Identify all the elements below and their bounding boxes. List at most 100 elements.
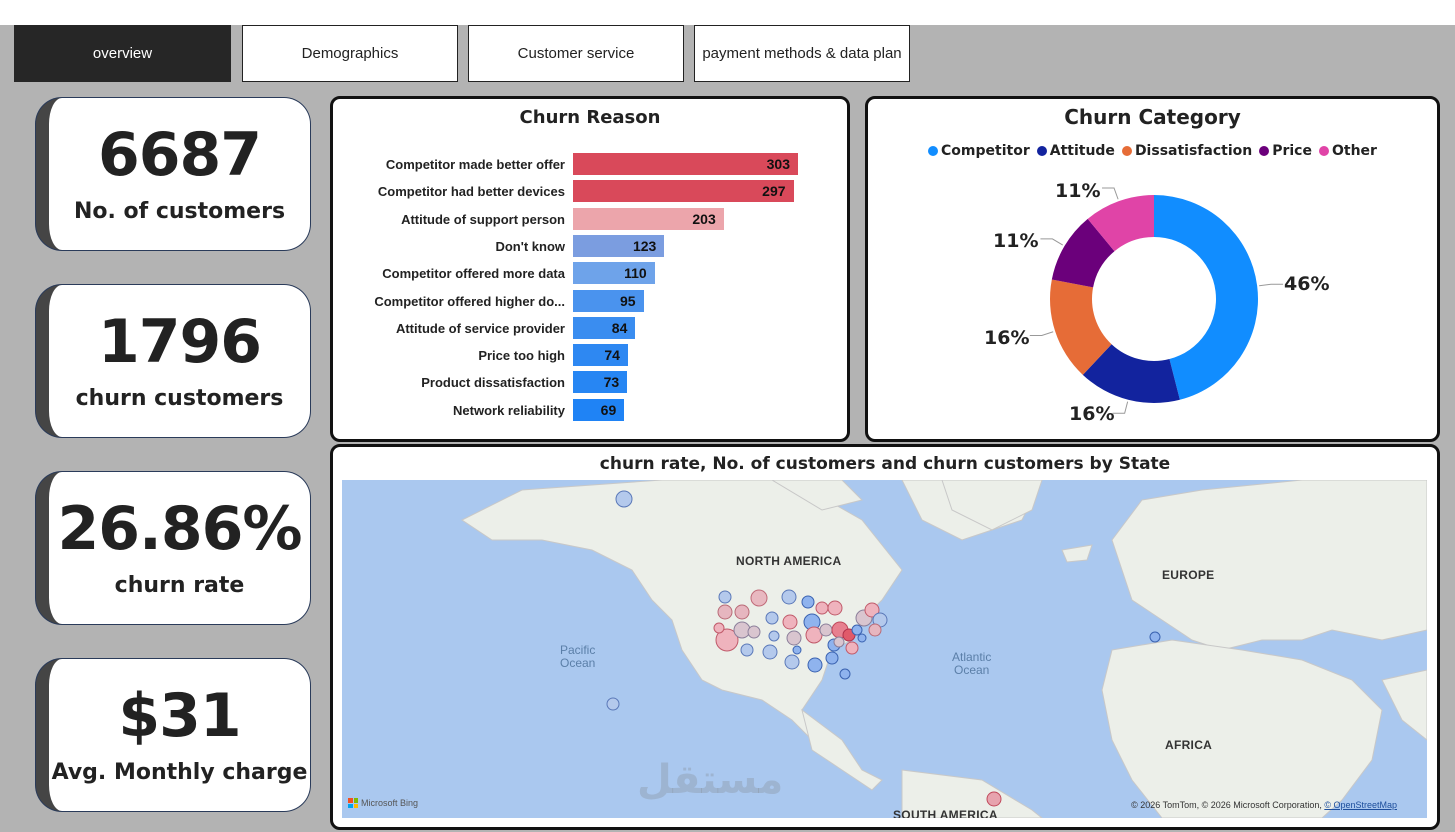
bar-value-label: 69 [600,401,617,418]
bar-row[interactable]: Product dissatisfaction 73 [333,371,853,395]
bar[interactable]: 203 [573,207,724,230]
map-label-pacific: Pacific Ocean [560,643,596,671]
bar-value-label: 110 [624,265,647,282]
kpi-label: No. of customers [73,198,286,224]
bar-value-label: 203 [692,210,716,227]
bar-category-label: Competitor made better offer [385,157,565,172]
bar[interactable]: 69 [573,398,625,421]
kpi-label: churn rate [114,572,245,598]
bar-category-label: Competitor offered higher do... [374,293,565,309]
kpi-value: 1796 [98,306,262,377]
tab-payment-methods[interactable]: payment methods & data plan [694,25,910,82]
bar-row[interactable]: Competitor offered more data 110 [333,262,853,286]
kpi-card-avg-monthly-charge[interactable]: $31 Avg. Monthly charge [36,659,310,811]
bar-category-label: Product dissatisfaction [421,375,565,391]
state-map-panel[interactable]: churn rate, No. of customers and churn c… [330,444,1440,830]
bar-row[interactable]: Competitor had better devices 297 [333,180,853,204]
bar-value-label: 73 [603,374,620,391]
map-background [461,480,1427,818]
donut-slice-attitude[interactable] [1082,344,1180,403]
bar[interactable]: 74 [573,344,628,367]
map-credit: © 2026 TomTom, © 2026 Microsoft Corporat… [1131,800,1397,810]
tab-demographics[interactable]: Demographics [242,25,458,82]
bar[interactable]: 73 [573,371,628,394]
bar-value-label: 74 [604,347,620,364]
kpi-value: 26.86% [57,493,303,564]
bar-category-label: Price too high [478,348,565,364]
bar-row[interactable]: Price too high 74 [333,344,853,368]
churn-reason-panel[interactable]: Churn Reason Competitor made better offe… [330,96,850,442]
donut-slice-competitor[interactable] [1154,195,1258,400]
map-label-atlantic: Atlantic Ocean [952,650,992,678]
legend-dot [928,146,939,156]
bar[interactable]: 123 [573,234,665,257]
legend-item-dissatisfaction[interactable]: Dissatisfaction [1121,143,1252,159]
bar-value-label: 123 [632,237,657,254]
bar-category-label: Attitude of service provider [395,320,565,336]
bar[interactable]: 297 [573,180,794,203]
bar-category-label: Don't know [495,238,565,254]
legend-dot [1121,146,1132,156]
bar-row[interactable]: Attitude of support person 203 [333,207,853,232]
kpi-card-customers[interactable]: 6687 No. of customers [36,98,310,250]
bar[interactable]: 110 [573,262,655,285]
bar-category-label: Competitor had better devices [377,184,565,200]
churn-category-donut [1029,187,1284,414]
bar[interactable]: 84 [573,316,636,339]
tab-overview[interactable]: overview [14,25,231,82]
bar-row[interactable]: Competitor made better offer 303 [333,153,853,177]
bar-row[interactable]: Network reliability 69 [333,398,853,423]
bar-category-label: Competitor offered more data [382,266,565,282]
slice-label-attitude: 16% [1069,403,1115,425]
legend-item-other[interactable]: Other [1318,143,1377,159]
donut-slice-price[interactable] [1051,218,1115,288]
donut-slice-other[interactable] [1087,195,1154,252]
bing-attribution: Microsoft Bing [348,798,418,808]
tab-customer-service[interactable]: Customer service [468,25,684,82]
slice-label-dissatisfaction: 16% [984,327,1030,349]
kpi-card-churn-rate[interactable]: 26.86% churn rate [36,472,310,624]
legend-dot [1318,146,1329,156]
legend-item-attitude[interactable]: Attitude [1036,143,1115,159]
bar-value-label: 297 [762,183,786,200]
chart-legend: Competitor Attitude Dissatisfaction Pric… [868,143,1437,159]
map-label-europe: EUROPE [1162,568,1215,582]
leader-line [1102,187,1119,200]
bar-row[interactable]: Attitude of service provider 84 [333,316,853,341]
bar-category-label: Attitude of support person [401,211,565,227]
openstreetmap-link[interactable]: © OpenStreetMap [1324,800,1397,810]
bar-row[interactable]: Competitor offered higher do... 95 [333,289,853,314]
chart-title: Churn Reason [519,107,661,128]
kpi-value: 6687 [98,119,262,190]
slice-label-other: 11% [1055,180,1101,202]
slice-label-competitor: 46% [1284,273,1330,295]
bar[interactable]: 95 [573,289,644,312]
donut-slice-dissatisfaction[interactable] [1050,279,1112,375]
legend-item-competitor[interactable]: Competitor [928,143,1030,159]
kpi-value: $31 [118,680,241,751]
bar-row[interactable]: Don't know 123 [333,234,853,259]
legend-dot [1259,146,1270,156]
map-label-south-america: SOUTH AMERICA [893,808,998,818]
leader-line [1259,283,1284,287]
leader-line [1029,331,1054,336]
legend-dot [1036,146,1047,156]
slice-label-price: 11% [993,230,1039,252]
kpi-card-churn-customers[interactable]: 1796 churn customers [36,285,310,437]
watermark-logo: مستقل [637,757,784,803]
bar-value-label: 95 [619,292,636,309]
bar-category-label: Network reliability [453,402,565,418]
bubble-map[interactable]: NORTH AMERICA EUROPE AFRICA SOUTH AMERIC… [342,480,1427,818]
bar[interactable]: 303 [573,153,798,175]
legend-item-price[interactable]: Price [1259,143,1312,159]
map-label-africa: AFRICA [1165,738,1213,752]
bar-value-label: 303 [766,156,790,172]
churn-category-panel[interactable]: Churn Category Competitor Attitude Dissa… [865,96,1440,442]
microsoft-logo-icon [348,798,358,808]
chart-title: Churn Category [1064,105,1241,129]
map-title: churn rate, No. of customers and churn c… [599,454,1171,474]
leader-line [1040,238,1064,246]
bar-value-label: 84 [611,319,628,336]
leader-line [1112,401,1129,414]
kpi-label: churn customers [75,385,284,411]
